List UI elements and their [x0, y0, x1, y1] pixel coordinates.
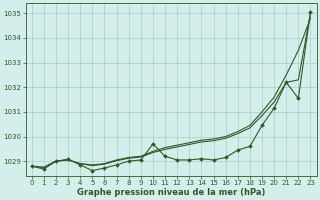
X-axis label: Graphe pression niveau de la mer (hPa): Graphe pression niveau de la mer (hPa)	[77, 188, 265, 197]
